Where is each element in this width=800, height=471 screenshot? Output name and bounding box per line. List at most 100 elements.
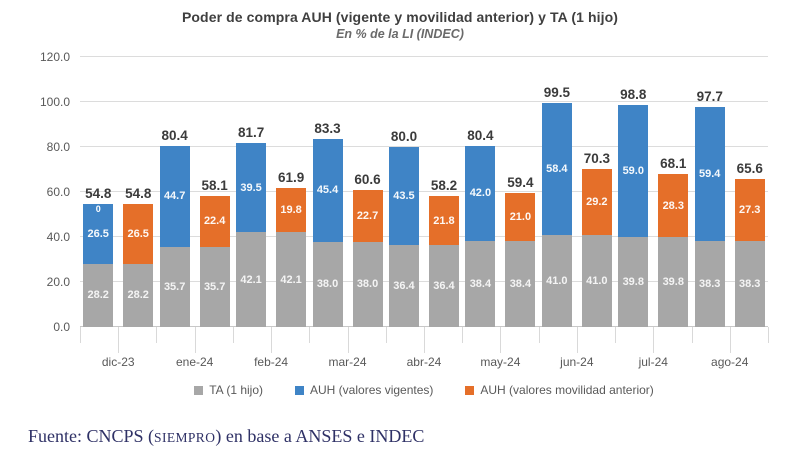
bar-segment-anterior: 21.8: [428, 196, 459, 246]
bar-vigente: 59.0 39.8 98.8: [618, 87, 649, 327]
bar-segment-vigente: 45.4: [312, 139, 343, 242]
x-tick: [729, 327, 731, 353]
x-tick: [118, 327, 120, 353]
y-gridline: [80, 191, 768, 192]
bar-segment-vigente: 59.4: [694, 107, 725, 241]
bar-segment-anterior: 29.2: [581, 169, 612, 235]
x-axis-labels: dic-23 ene-24 feb-24 mar-24 abr-24 may-24 jun-…: [80, 355, 768, 369]
x-category-label: jul-24: [638, 355, 668, 369]
total-label: 80.4: [161, 128, 188, 144]
x-category-label: dic-23: [101, 355, 135, 369]
x-tick: [232, 327, 234, 343]
y-gridline: [80, 236, 768, 237]
y-tick-label: 120.0: [39, 50, 70, 64]
bar-segment-ta: 38.3: [694, 240, 725, 327]
bar-segment-vigente: 39.5: [236, 143, 267, 233]
x-tick: [347, 327, 349, 353]
total-label: 80.0: [390, 129, 418, 145]
bar-segment-ta: 41.0: [541, 234, 572, 327]
x-tick: [576, 327, 578, 353]
x-tick: [691, 327, 693, 343]
bar-segment-vigente: 43.5: [388, 147, 419, 246]
source-note: Fuente: CNCPS (SIEMPRO) en base a ANSES …: [28, 426, 424, 447]
bar-anterior: 21.8 36.4 58.2: [428, 178, 459, 327]
x-tick: [156, 327, 158, 343]
bar-segment-anterior: 27.3: [734, 179, 765, 241]
total-label: 60.6: [354, 172, 381, 188]
x-tick: [653, 327, 655, 353]
bar-segment-anterior: 21.0: [505, 193, 536, 241]
bar-vigente: 45.4 38.0 83.3: [312, 121, 343, 327]
bar-vigente: 58.4 41.0 99.5: [541, 85, 572, 327]
x-category-label: feb-24: [254, 355, 289, 369]
total-label: 83.3: [314, 121, 341, 137]
bars-area: 26.5 28.2 54.8 0 26.5 28.2 54.8 44.7 35.7 80.4 22.…: [80, 57, 768, 327]
bar-segment-ta: 42.1: [276, 232, 307, 327]
category-group: 45.4 38.0 83.3 22.7 38.0 60.6: [309, 57, 385, 327]
category-group: 26.5 28.2 54.8 0 26.5 28.2 54.8: [80, 57, 156, 327]
total-label: 81.7: [237, 125, 265, 141]
x-category-label: ene-24: [175, 355, 214, 369]
total-label: 80.4: [467, 128, 494, 144]
category-group: 59.4 38.3 97.7 27.3 38.3 65.6: [692, 57, 768, 327]
x-tick: [500, 327, 502, 353]
total-label: 98.8: [620, 86, 647, 102]
total-label: 59.4: [507, 175, 534, 191]
bar-segment-ta: 38.4: [505, 240, 536, 327]
x-category-label: ago-24: [711, 355, 749, 369]
total-label: 97.7: [696, 89, 723, 105]
bar-vigente: 26.5 28.2 54.8 0: [83, 186, 114, 327]
bar-segment-ta: 28.2: [83, 263, 114, 327]
y-tick-label: 60.0: [46, 185, 70, 199]
legend-label: AUH (valores vigentes): [310, 383, 434, 397]
total-label: 58.2: [430, 178, 458, 194]
category-group: 58.4 41.0 99.5 29.2 41.0 70.3: [539, 57, 615, 327]
x-tick: [271, 327, 273, 353]
bar-segment-ta: 39.8: [658, 237, 689, 327]
y-tick-label: 80.0: [46, 140, 70, 154]
total-label: 61.9: [277, 169, 305, 185]
total-label: 65.6: [736, 161, 763, 177]
source-smallcaps: SIEMPRO: [154, 430, 216, 445]
x-tick: [424, 327, 425, 353]
x-tick: [385, 327, 387, 343]
x-tick: [309, 327, 311, 343]
legend-label: TA (1 hijo): [209, 383, 264, 397]
bar-segment-ta: 35.7: [199, 246, 230, 327]
bar-segment-anterior: 19.8: [276, 187, 307, 233]
x-tick: [538, 327, 540, 343]
bar-vigente: 43.5 36.4 80.0: [388, 129, 419, 327]
legend-label: AUH (valores movilidad anterior): [480, 383, 654, 397]
y-gridline: [80, 56, 768, 57]
x-category-label: may-24: [480, 355, 521, 369]
total-label: 58.1: [201, 178, 228, 194]
chart-subtitle: En % de la LI (INDEC): [336, 27, 464, 41]
total-label: 70.3: [583, 151, 610, 167]
bar-vigente: 59.4 38.3 97.7: [694, 89, 725, 327]
total-label: 54.8: [85, 185, 112, 201]
bar-segment-ta: 36.4: [388, 245, 419, 327]
total-label: 99.5: [543, 85, 570, 101]
bar-anterior: 19.8 42.1 61.9: [276, 170, 307, 327]
bar-segment-anterior: 22.7: [352, 190, 383, 242]
bar-segment-vigente: 59.0: [618, 104, 649, 238]
bar-anterior: 22.4 35.7 58.1: [199, 178, 230, 327]
x-tick: [80, 327, 81, 343]
bar-segment-ta: 42.1: [236, 232, 267, 327]
bar-vigente: 44.7 35.7 80.4: [159, 128, 190, 327]
category-group: 39.5 42.1 81.7 19.8 42.1 61.9: [233, 57, 309, 327]
bar-anterior: 29.2 41.0 70.3: [581, 151, 612, 327]
bar-segment-ta: 36.4: [428, 245, 459, 327]
chart-title: Poder de compra AUH (vigente y movilidad…: [181, 9, 619, 25]
bar-segment-vigente: 44.7: [159, 146, 190, 247]
bar-segment-ta: 39.8: [618, 237, 649, 327]
bar-segment-ta: 38.0: [352, 241, 383, 327]
bar-anterior: 26.5 28.2 54.8: [123, 186, 154, 327]
legend-item: AUH (valores vigentes): [295, 383, 433, 397]
y-gridline: [80, 101, 768, 102]
category-group: 44.7 35.7 80.4 22.4 35.7 58.1: [156, 57, 232, 327]
bar-vigente: 42.0 38.4 80.4: [465, 128, 496, 327]
legend-swatch: [295, 385, 305, 395]
y-tick-label: 20.0: [46, 275, 70, 289]
